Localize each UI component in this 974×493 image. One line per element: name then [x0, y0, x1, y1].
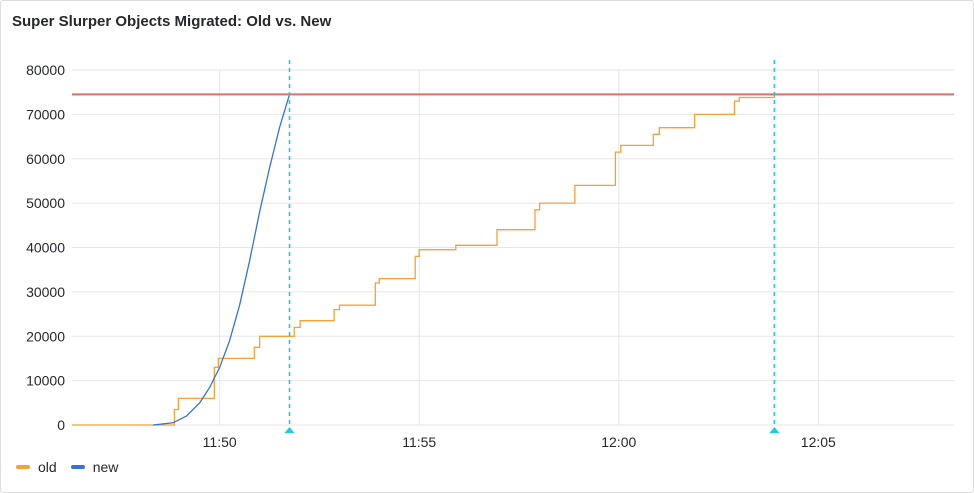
- legend-item-old[interactable]: old: [16, 459, 57, 475]
- y-tick-label: 20000: [26, 328, 65, 344]
- chart-title: Super Slurper Objects Migrated: Old vs. …: [12, 13, 332, 30]
- legend-swatch-new: [70, 465, 85, 469]
- x-tick-label: 11:50: [203, 434, 237, 450]
- y-tick-label: 40000: [26, 240, 65, 256]
- y-tick-label: 10000: [26, 373, 65, 389]
- y-tick-label: 0: [57, 417, 65, 433]
- legend-label-old: old: [38, 459, 57, 475]
- y-tick-label: 50000: [26, 195, 65, 211]
- series-line-new: [153, 94, 291, 426]
- x-tick-label: 12:05: [801, 434, 836, 450]
- x-tick-label: 12:00: [601, 434, 636, 450]
- x-tick-label: 11:55: [402, 434, 436, 450]
- y-tick-label: 30000: [26, 284, 65, 300]
- legend-swatch-old: [16, 465, 30, 469]
- y-tick-label: 60000: [26, 151, 65, 167]
- y-tick-label: 70000: [26, 106, 65, 122]
- annotation-marker-triangle: [284, 427, 295, 433]
- annotation-marker-triangle: [769, 427, 780, 433]
- series-line-old: [72, 93, 954, 426]
- legend-item-new[interactable]: new: [70, 459, 119, 475]
- y-tick-label: 80000: [26, 62, 65, 78]
- legend: old new: [16, 459, 118, 475]
- legend-label-new: new: [92, 459, 119, 475]
